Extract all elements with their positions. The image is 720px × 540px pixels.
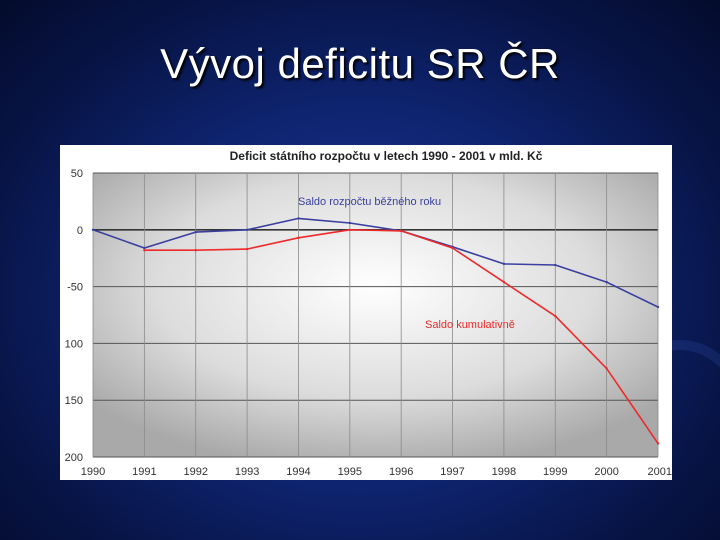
data-point-current-year [502, 262, 506, 266]
data-point-cumulative [554, 314, 557, 318]
data-point-current-year [297, 217, 300, 220]
series-label-current-year: Saldo rozpočtu běžného roku [298, 196, 441, 208]
deficit-line-chart: Deficit státního rozpočtu v letech 1990 … [65, 149, 672, 478]
data-point-current-year [143, 246, 146, 250]
chart-grid [92, 172, 659, 458]
data-point-current-year [656, 305, 660, 309]
data-point-cumulative [656, 442, 660, 445]
y-tick-label: 150 [65, 395, 83, 407]
y-axis-ticks: 50 0 -50 100 150 200 [65, 168, 83, 464]
x-tick-label: 1999 [543, 466, 567, 478]
data-point-current-year [348, 221, 352, 225]
x-tick-label: 1995 [338, 466, 362, 478]
x-axis-ticks: 1990 1991 1992 1993 1994 1995 1996 1997 1998 1999… [81, 466, 672, 478]
data-point-current-year [194, 230, 197, 234]
x-tick-label: 2000 [594, 466, 618, 478]
chart-frame: Deficit státního rozpočtu v letech 1990 … [60, 145, 672, 480]
data-point-cumulative [502, 280, 506, 284]
data-point-cumulative [245, 247, 249, 251]
data-point-cumulative [194, 249, 197, 252]
x-tick-label: 2001 [648, 466, 672, 478]
x-tick-label: 1998 [492, 466, 516, 478]
data-point-current-year [91, 228, 95, 231]
x-tick-label: 1991 [132, 466, 156, 478]
data-point-current-year [605, 280, 608, 284]
x-tick-label: 1992 [183, 466, 207, 478]
data-point-cumulative [399, 229, 403, 233]
y-tick-label: 50 [71, 168, 83, 180]
x-tick-label: 1997 [440, 466, 464, 478]
series-label-cumulative: Saldo kumulativně [425, 319, 515, 331]
series-line-current-year [92, 217, 659, 308]
y-tick-label: 200 [65, 452, 83, 464]
x-tick-label: 1990 [81, 466, 105, 478]
data-point-cumulative [451, 246, 454, 250]
x-tick-label: 1996 [389, 466, 413, 478]
slide-title: Vývoj deficitu SR ČR [160, 40, 560, 87]
chart-title: Deficit státního rozpočtu v letech 1990 … [230, 149, 543, 163]
chart-series [91, 217, 660, 445]
data-point-cumulative [143, 249, 146, 252]
data-point-cumulative [605, 367, 608, 370]
data-point-current-year [554, 263, 557, 267]
y-tick-label: 0 [77, 225, 83, 237]
plot-background [93, 173, 658, 457]
x-tick-label: 1993 [235, 466, 259, 478]
x-tick-label: 1994 [286, 466, 310, 478]
data-point-cumulative [297, 236, 300, 239]
data-point-current-year [245, 228, 249, 231]
data-point-cumulative [348, 228, 352, 231]
y-tick-label: 100 [65, 338, 83, 350]
y-tick-label: -50 [67, 282, 83, 294]
